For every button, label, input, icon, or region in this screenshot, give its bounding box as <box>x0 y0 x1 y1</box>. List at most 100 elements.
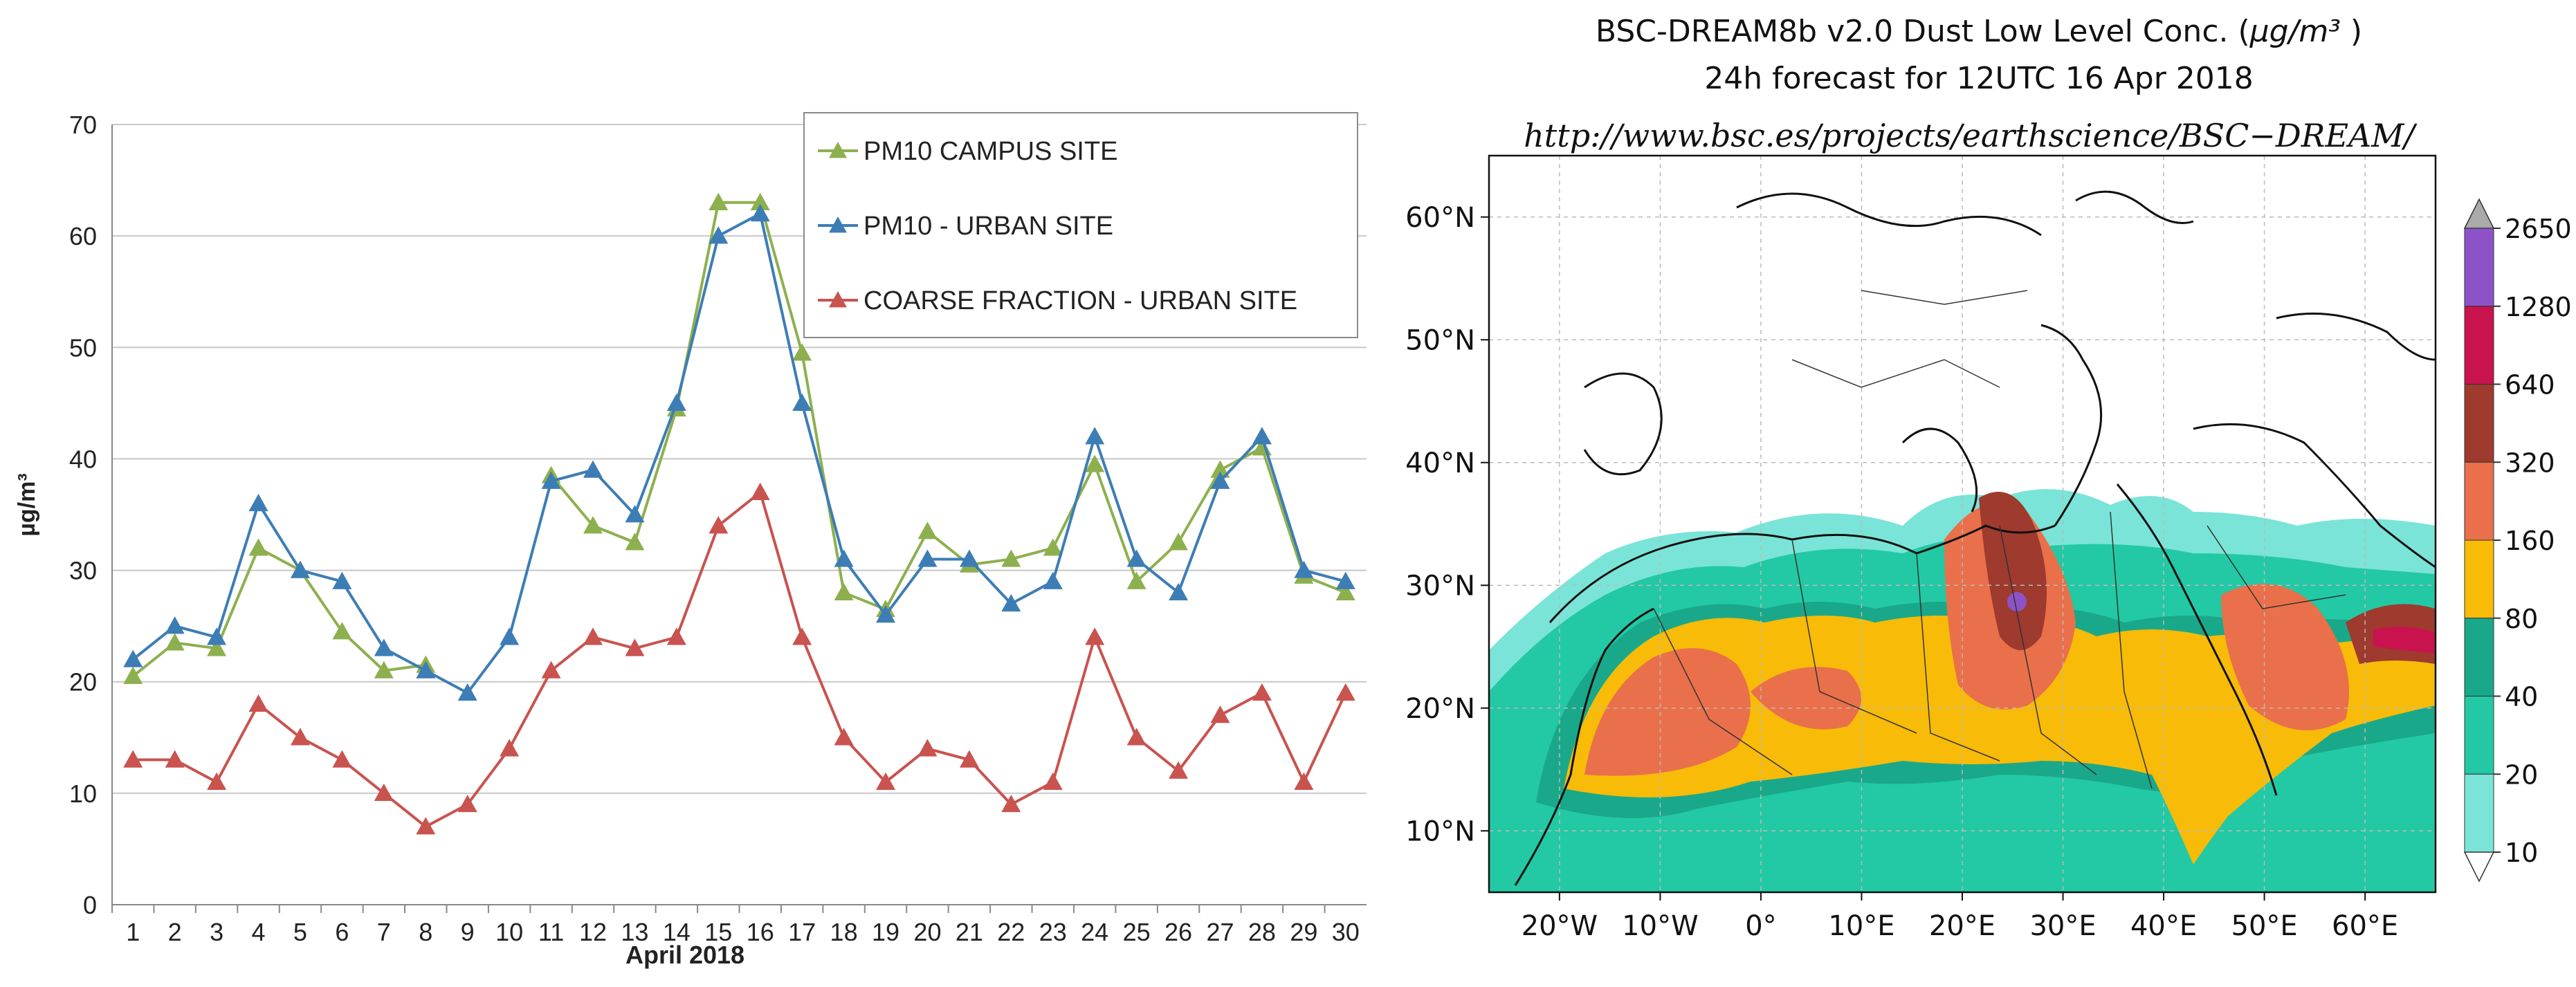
data-point <box>1169 761 1189 779</box>
x-tick-label: 24 <box>1081 918 1108 946</box>
data-point <box>123 750 143 768</box>
x-tick-label: 30 <box>1332 918 1360 946</box>
x-tick-label: 13 <box>621 918 648 946</box>
x-tick-label: 12 <box>579 918 607 946</box>
lat-tick-label: 60°N <box>1405 202 1475 234</box>
data-point <box>1335 582 1355 600</box>
x-tick-label: 1 <box>126 918 140 946</box>
y-tick-label: 50 <box>69 333 97 362</box>
dust-level-320-central <box>1751 667 1861 730</box>
colorbar-label: 80 <box>2505 604 2538 634</box>
data-point <box>583 627 603 645</box>
data-point <box>876 772 896 790</box>
data-point <box>1126 571 1147 589</box>
map-svg: BSC-DREAM8b v2.0 Dust Low Level Conc. (µ… <box>1405 14 2572 942</box>
lon-tick-label: 20°W <box>1522 910 1598 942</box>
data-point <box>1169 582 1189 600</box>
legend-label: PM10 - URBAN SITE <box>864 212 1113 241</box>
lon-tick-label: 20°E <box>1929 910 1995 942</box>
data-point <box>1085 627 1105 645</box>
colorbar-upper-arrow <box>2463 198 2495 229</box>
data-point <box>207 627 227 645</box>
colorbar-segment <box>2464 618 2494 697</box>
data-point <box>457 683 477 701</box>
lon-tick-label: 10°W <box>1622 910 1698 942</box>
legend-box <box>803 112 1358 338</box>
x-tick-label: 16 <box>747 918 774 946</box>
dust-forecast-map: BSC-DREAM8b v2.0 Dust Low Level Conc. (µ… <box>1377 0 2576 984</box>
data-point <box>625 533 645 551</box>
x-tick-label: 19 <box>872 918 899 946</box>
x-tick-label: 18 <box>830 918 858 946</box>
legend-swatch-marker <box>829 291 847 308</box>
data-point <box>457 794 477 813</box>
data-point <box>625 638 645 656</box>
map-source-url: http://www.bsc.es/projects/earthscience/… <box>1524 117 2418 154</box>
data-point <box>1085 427 1105 445</box>
data-point <box>959 549 979 567</box>
y-tick-label: 0 <box>83 891 97 919</box>
data-point <box>1043 571 1063 589</box>
line-chart: 0 10 20 30 40 50 60 70 1 2 3 4 5 6 7 8 9 10 11 12 13 14 15 16 1… <box>14 111 1367 969</box>
latitude-tick-labels: 60°N 50°N 40°N 30°N 20°N 10°N <box>1405 202 1489 847</box>
data-point <box>750 192 770 210</box>
y-tick-label: 10 <box>69 780 97 808</box>
colorbar-label: 1280 <box>2505 292 2572 322</box>
data-point <box>165 750 185 768</box>
data-point <box>248 493 268 512</box>
colorbar-segment <box>2464 306 2494 385</box>
data-point <box>290 560 310 578</box>
lat-tick-label: 20°N <box>1405 693 1475 725</box>
x-tick-label: 9 <box>461 918 475 946</box>
data-point <box>1043 538 1063 556</box>
data-point <box>1085 454 1105 472</box>
x-tick-label: 26 <box>1164 918 1192 946</box>
series-1 <box>123 203 1355 701</box>
data-point <box>1001 549 1021 567</box>
series-2 <box>123 482 1355 835</box>
lon-tick-label: 50°E <box>2231 910 2298 942</box>
data-point <box>666 393 686 412</box>
series-line <box>131 546 426 678</box>
data-point <box>416 661 436 679</box>
data-point <box>917 522 938 539</box>
data-point <box>1252 683 1272 701</box>
lat-tick-label: 50°N <box>1405 324 1475 356</box>
y-tick-label: 60 <box>69 222 97 250</box>
lon-tick-label: 30°E <box>2029 910 2096 942</box>
colorbar-label: 20 <box>2505 759 2538 790</box>
x-tick-label: 8 <box>419 918 432 946</box>
data-point <box>290 728 310 746</box>
data-point <box>1252 427 1272 445</box>
data-point <box>834 582 854 600</box>
colorbar-label: 2650 <box>2505 214 2572 244</box>
colorbar-segment <box>2464 773 2494 853</box>
dust-level-320-west <box>1584 648 1751 776</box>
data-point <box>416 817 436 835</box>
x-tick-label: 28 <box>1248 918 1276 946</box>
y-tick-label: 70 <box>69 111 97 139</box>
colorbar-label: 40 <box>2505 682 2538 712</box>
x-tick-labels: 1 2 3 4 5 6 7 8 9 10 11 12 13 14 15 16 17 18 19 20 21 22 23 24 2… <box>111 905 1360 946</box>
legend-swatch-marker <box>829 142 847 158</box>
data-point <box>666 627 686 645</box>
colorbar-segment <box>2464 461 2494 541</box>
data-point <box>123 649 143 667</box>
x-tick-label: 3 <box>210 918 223 946</box>
data-point <box>917 549 938 567</box>
data-point <box>583 460 603 478</box>
data-point <box>541 471 561 489</box>
data-point <box>332 622 352 640</box>
data-point <box>374 661 394 679</box>
data-point <box>374 638 394 656</box>
x-tick-label: 5 <box>293 918 307 946</box>
dust-concentration-field <box>1489 156 2436 892</box>
data-point <box>248 694 268 712</box>
x-tick-label: 20 <box>913 918 941 946</box>
data-point <box>1169 533 1189 551</box>
x-tick-label: 10 <box>495 918 523 946</box>
data-point <box>876 605 896 623</box>
data-point <box>248 538 268 556</box>
data-point <box>165 633 185 651</box>
